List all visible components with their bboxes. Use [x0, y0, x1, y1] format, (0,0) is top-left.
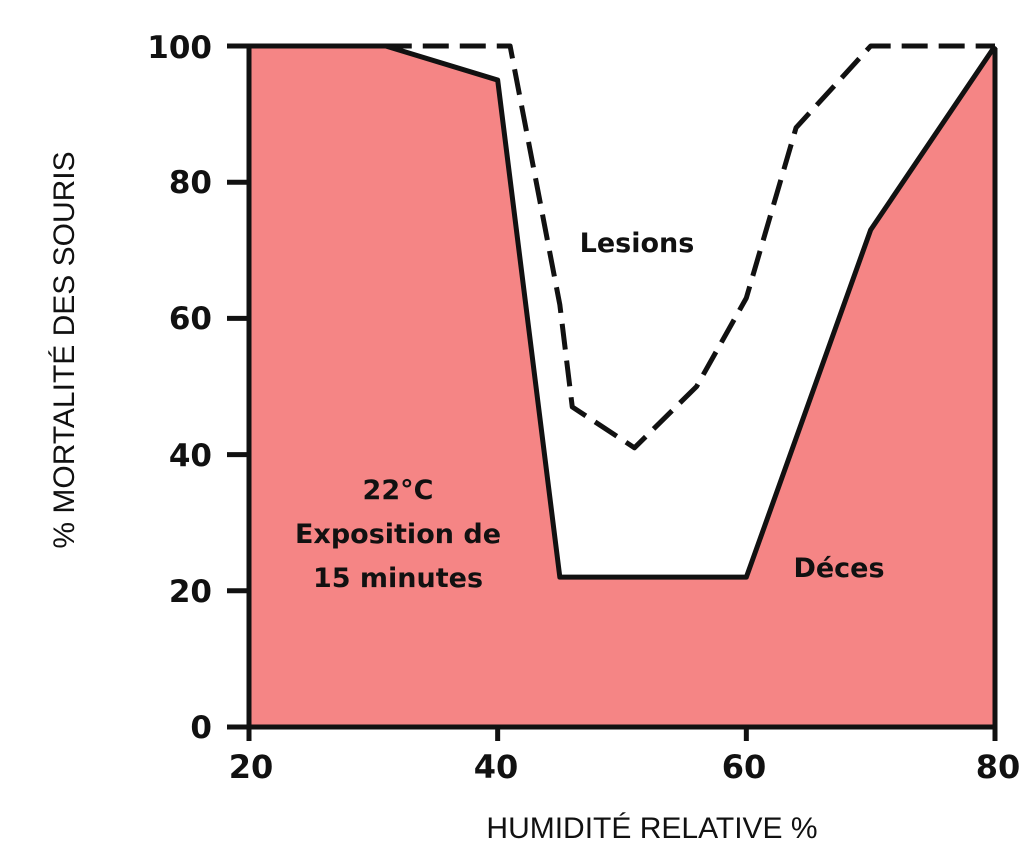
y-tick-80: 80	[169, 165, 212, 201]
condition-temperature: 22°C	[363, 475, 434, 506]
x-tick-20: 20	[229, 748, 274, 786]
y-axis-label: % MORTALITÉ DES SOURIS	[48, 151, 81, 548]
lesions-label: Lesions	[580, 228, 695, 259]
deces-label: Déces	[793, 553, 884, 584]
y-tick-0: 0	[190, 710, 212, 746]
deaths-area	[249, 46, 995, 727]
x-tick-40: 40	[474, 748, 519, 786]
y-tick-60: 60	[169, 301, 212, 337]
deaths-series-line	[249, 43, 998, 580]
axis-ticks-y: 100 80 60 40 20 0	[147, 30, 212, 746]
axis-ticks-x: 20 40 60 80	[229, 748, 1021, 786]
y-tick-40: 40	[169, 438, 212, 474]
condition-exposure-line2: 15 minutes	[313, 563, 483, 594]
x-tick-80: 80	[976, 748, 1021, 786]
y-tick-20: 20	[169, 574, 212, 610]
lesions-series-line	[385, 43, 995, 451]
plot-layer	[227, 43, 998, 741]
y-tick-100: 100	[147, 30, 212, 66]
x-tick-60: 60	[722, 748, 767, 786]
x-axis-label: HUMIDITÉ RELATIVE %	[486, 812, 817, 845]
condition-exposure-line1: Exposition de	[295, 519, 501, 550]
